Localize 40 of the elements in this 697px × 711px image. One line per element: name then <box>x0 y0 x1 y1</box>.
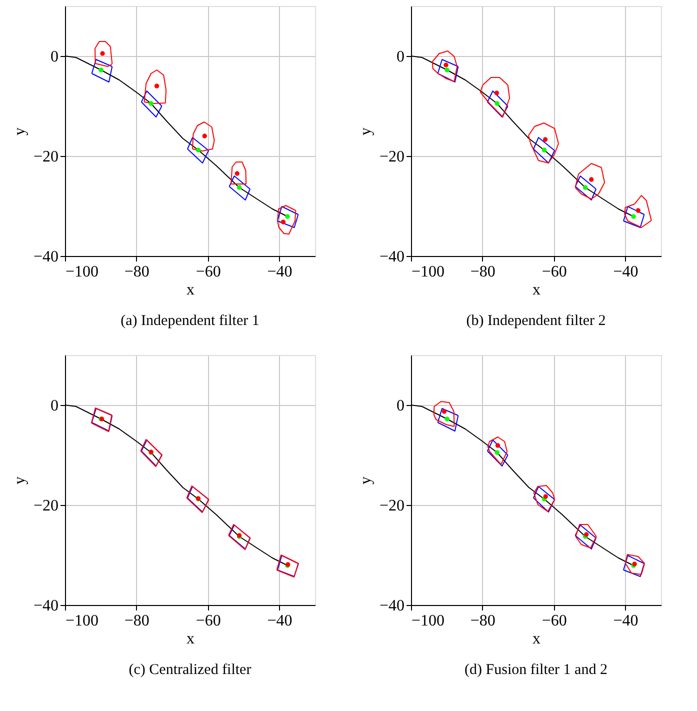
y-axis-title: y <box>357 128 374 136</box>
y-tick-label: −40 <box>379 598 404 614</box>
text: (d) Fusion filter 1 and 2 <box>464 662 608 678</box>
y-tick-label: −20 <box>33 498 58 514</box>
text: (a) Independent filter 1 <box>120 313 260 329</box>
x-tick-label: −40 <box>267 612 292 630</box>
x-tick-label: −80 <box>124 612 150 630</box>
x-tick-label: −80 <box>470 264 496 280</box>
y-axis-title: y <box>357 476 374 484</box>
x-tick-label: −60 <box>542 264 567 280</box>
y-tick-label: −20 <box>379 498 404 514</box>
x-tick-label: −60 <box>196 264 221 280</box>
y-tick-label: −40 <box>379 248 404 266</box>
x-tick-label: −100 <box>66 612 99 630</box>
x-tick-label: −60 <box>196 612 221 630</box>
x-tick-label: −80 <box>124 264 150 280</box>
y-tick-label: 0 <box>396 48 404 66</box>
text: (b) Independent filter 2 <box>466 313 606 329</box>
y-tick-label: −40 <box>33 598 58 614</box>
x-tick-label: −100 <box>412 612 445 630</box>
y-tick-label: 0 <box>50 48 58 66</box>
y-axis-title: y <box>11 128 28 136</box>
x-tick-label: −60 <box>542 612 567 630</box>
text: (c) Centralized filter <box>128 662 252 678</box>
x-axis-title: x <box>532 282 540 298</box>
y-tick-label: 0 <box>50 398 58 414</box>
y-axis-title: y <box>11 476 28 484</box>
x-axis-title: x <box>532 630 540 648</box>
x-tick-label: −40 <box>613 612 638 630</box>
x-tick-label: −100 <box>66 264 99 280</box>
x-axis-title: x <box>186 630 194 648</box>
y-tick-label: −20 <box>33 148 58 166</box>
x-tick-label: −40 <box>267 264 292 280</box>
x-axis-title: x <box>186 282 194 298</box>
x-tick-label: −80 <box>470 612 496 630</box>
y-tick-label: −20 <box>379 148 404 166</box>
x-tick-label: −100 <box>412 264 445 280</box>
y-tick-label: −40 <box>33 248 58 266</box>
x-tick-label: −40 <box>613 264 638 280</box>
y-tick-label: 0 <box>396 398 404 414</box>
